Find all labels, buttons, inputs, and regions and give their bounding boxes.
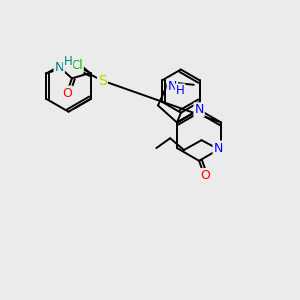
Text: H: H [64, 55, 72, 68]
Text: S: S [98, 74, 107, 88]
Text: O: O [200, 169, 210, 182]
Text: N: N [194, 103, 204, 116]
Text: N: N [168, 80, 177, 93]
Text: H: H [176, 85, 184, 98]
Text: N: N [214, 142, 223, 154]
Text: O: O [62, 87, 72, 100]
Text: N: N [55, 61, 64, 74]
Text: Cl: Cl [71, 59, 83, 72]
